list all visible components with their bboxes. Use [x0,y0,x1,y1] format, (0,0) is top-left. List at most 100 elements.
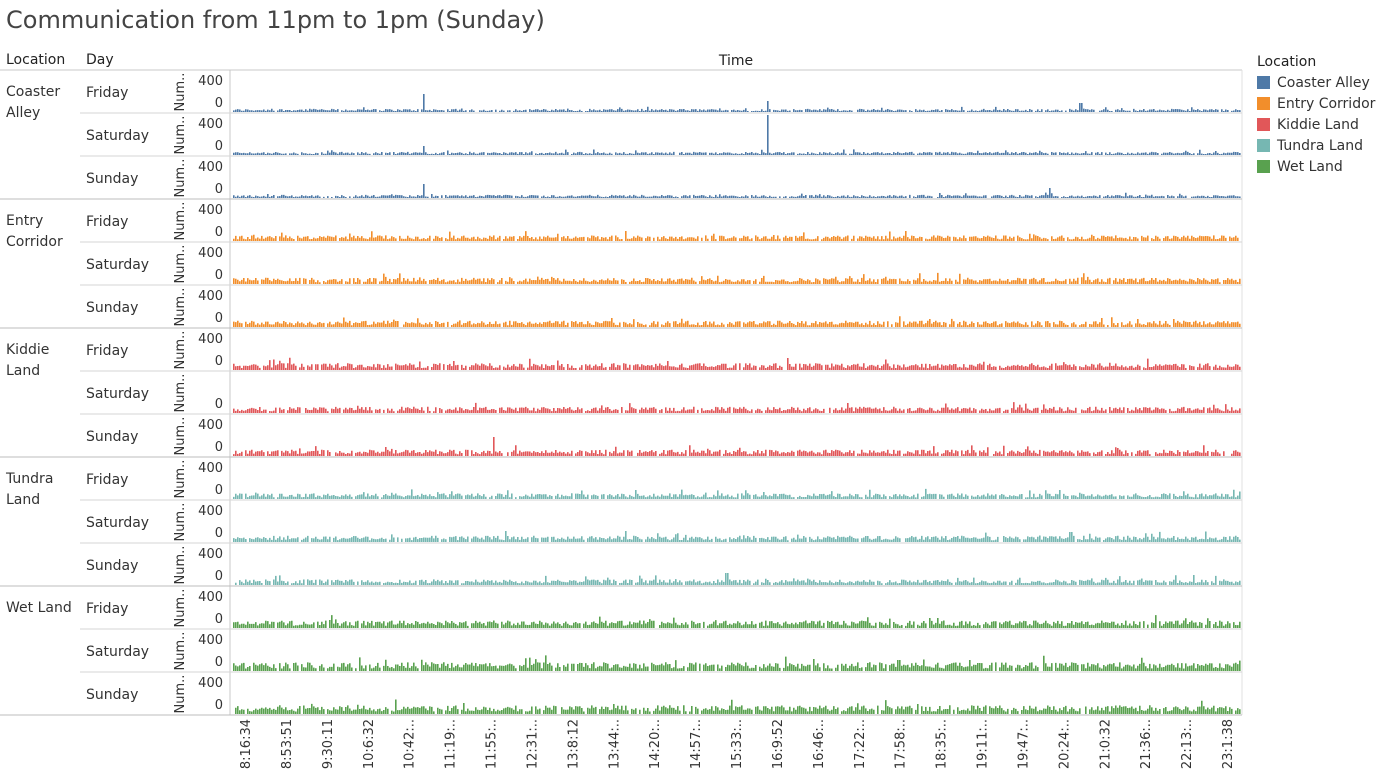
x-tick-label: 23:1:38 [1221,719,1236,769]
bar-series [233,94,1241,112]
axis-label: Num.. [173,159,188,198]
location-label: Entry Corridor [6,213,63,250]
x-tick-label: 12:31:.. [525,719,540,769]
day-label: Friday [86,472,128,488]
bar-series [233,531,1241,542]
x-tick-label: 20:24:.. [1057,719,1072,769]
legend-item[interactable]: Kiddie Land [1257,114,1375,135]
legend-swatch [1257,97,1270,110]
y-tick-label: 400 [198,289,223,304]
axis-label: Num.. [173,546,188,585]
day-label: Friday [86,601,128,617]
day-label: Sunday [86,171,138,187]
legend-item[interactable]: Tundra Land [1257,135,1375,156]
y-tick-label: 0 [215,440,223,455]
location-label: Coaster Alley [6,84,60,121]
x-tick-label: 11:19:.. [444,719,459,769]
y-tick-label: 400 [198,418,223,433]
day-label: Friday [86,214,128,230]
day-label: Saturday [86,257,149,273]
axis-label: Num.. [173,589,188,628]
legend-label: Coaster Alley [1277,74,1370,91]
axis-label: Num.. [173,460,188,499]
bar-series [233,316,1241,327]
y-tick-label: 400 [198,590,223,605]
chart-title: Communication from 11pm to 1pm (Sunday) [6,6,545,34]
bar-series [233,272,1241,284]
x-tick-label: 14:57:.. [689,719,704,769]
bar-series [233,115,1241,155]
legend-label: Kiddie Land [1277,116,1359,133]
x-tick-label: 13:8:12 [566,719,581,769]
axis-label: Num.. [173,202,188,241]
axis-label: Num.. [173,374,188,413]
axis-label: Num.. [173,632,188,671]
bar-series [233,402,1241,413]
axis-label: Num.. [173,331,188,370]
axis-label: Num.. [173,503,188,542]
y-tick-label: 400 [198,117,223,132]
y-tick-label: 0 [215,139,223,154]
axis-label: Num.. [173,245,188,284]
day-label: Saturday [86,644,149,660]
day-label: Sunday [86,687,138,703]
day-label: Sunday [86,429,138,445]
x-tick-label: 16:46:.. [812,719,827,769]
legend-item[interactable]: Entry Corridor [1257,93,1375,114]
legend-label: Entry Corridor [1277,95,1376,112]
axis-label: Num.. [173,675,188,714]
y-tick-label: 400 [198,332,223,347]
day-label: Saturday [86,515,149,531]
bar-series [235,573,1241,585]
y-tick-label: 0 [215,268,223,283]
y-tick-label: 0 [215,354,223,369]
y-tick-label: 400 [198,504,223,519]
legend-label: Tundra Land [1277,137,1363,154]
y-tick-label: 400 [198,461,223,476]
y-tick-label: 0 [215,612,223,627]
x-tick-label: 19:11:.. [976,719,991,769]
y-tick-label: 0 [215,397,223,412]
x-tick-label: 8:16:34 [239,719,254,769]
day-label: Sunday [86,300,138,316]
x-tick-label: 19:47:.. [1016,719,1031,769]
x-tick-label: 22:13:.. [1180,719,1195,769]
y-tick-label: 400 [198,633,223,648]
bar-series [233,231,1239,241]
header-location: Location [6,52,65,68]
y-tick-label: 0 [215,526,223,541]
y-tick-label: 400 [198,74,223,89]
x-tick-label: 18:35:.. [935,719,950,769]
day-label: Friday [86,85,128,101]
x-tick-label: 10:6:32 [362,719,377,769]
axis-label: Num.. [173,73,188,112]
x-tick-label: 8:53:51 [280,719,295,769]
y-tick-label: 0 [215,483,223,498]
bar-series [233,488,1241,499]
bar-series [233,437,1241,456]
axis-label: Num.. [173,116,188,155]
legend-swatch [1257,118,1270,131]
y-tick-label: 0 [215,655,223,670]
x-tick-label: 16:9:52 [771,719,786,769]
axis-label: Num.. [173,288,188,327]
bar-series [233,357,1241,370]
bar-series [233,184,1241,198]
bar-series [235,699,1241,714]
x-tick-label: 17:22:.. [853,719,868,769]
x-tick-label: 11:55:.. [485,719,500,769]
bar-series [233,615,1241,628]
y-tick-label: 0 [215,96,223,111]
header-time: Time [718,53,753,69]
legend-swatch [1257,160,1270,173]
x-tick-label: 14:20:.. [648,719,663,769]
x-tick-label: 15:33:.. [730,719,745,769]
x-tick-label: 10:42:.. [403,719,418,769]
y-tick-label: 0 [215,311,223,326]
legend-item[interactable]: Coaster Alley [1257,72,1375,93]
day-label: Friday [86,343,128,359]
y-tick-label: 0 [215,698,223,713]
y-tick-label: 400 [198,160,223,175]
legend-item[interactable]: Wet Land [1257,156,1375,177]
